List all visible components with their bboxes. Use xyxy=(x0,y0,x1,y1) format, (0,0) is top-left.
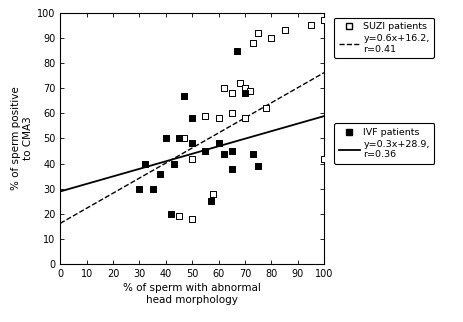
Point xyxy=(228,91,235,96)
Point xyxy=(167,211,175,216)
Point xyxy=(201,148,209,154)
X-axis label: % of sperm with abnormal
head morphology: % of sperm with abnormal head morphology xyxy=(123,283,261,305)
Point xyxy=(215,141,222,146)
Y-axis label: % of sperm positive
to CMA3: % of sperm positive to CMA3 xyxy=(11,87,33,190)
Point xyxy=(281,28,288,33)
Point xyxy=(320,156,328,161)
Legend: IVF patients, y=0.3x+28.9,
r=0.36: IVF patients, y=0.3x+28.9, r=0.36 xyxy=(334,123,434,164)
Point xyxy=(170,161,177,166)
Point xyxy=(188,156,196,161)
Point xyxy=(188,216,196,222)
Point xyxy=(255,164,262,169)
Point xyxy=(228,148,235,154)
Point xyxy=(228,111,235,116)
Point xyxy=(233,48,241,53)
Point xyxy=(241,116,249,121)
Point xyxy=(220,151,227,156)
Point xyxy=(188,116,196,121)
Point xyxy=(207,199,214,204)
Point xyxy=(210,191,217,196)
Point xyxy=(175,136,182,141)
Point xyxy=(136,186,143,191)
Point xyxy=(241,86,249,91)
Point xyxy=(249,151,257,156)
Point xyxy=(320,18,328,23)
Point xyxy=(215,116,222,121)
Point xyxy=(157,171,164,176)
Point xyxy=(175,214,182,219)
Point xyxy=(201,113,209,118)
Point xyxy=(307,23,315,28)
Point xyxy=(141,161,148,166)
Point xyxy=(149,186,156,191)
Point xyxy=(246,88,254,93)
Point xyxy=(220,86,227,91)
Point xyxy=(268,35,275,41)
Point xyxy=(181,136,188,141)
Point xyxy=(263,106,270,111)
Point xyxy=(181,93,188,98)
Point xyxy=(249,41,257,46)
Point xyxy=(162,136,169,141)
Point xyxy=(188,141,196,146)
Point xyxy=(228,166,235,171)
Point xyxy=(236,80,244,86)
Point xyxy=(241,91,249,96)
Point xyxy=(255,30,262,35)
